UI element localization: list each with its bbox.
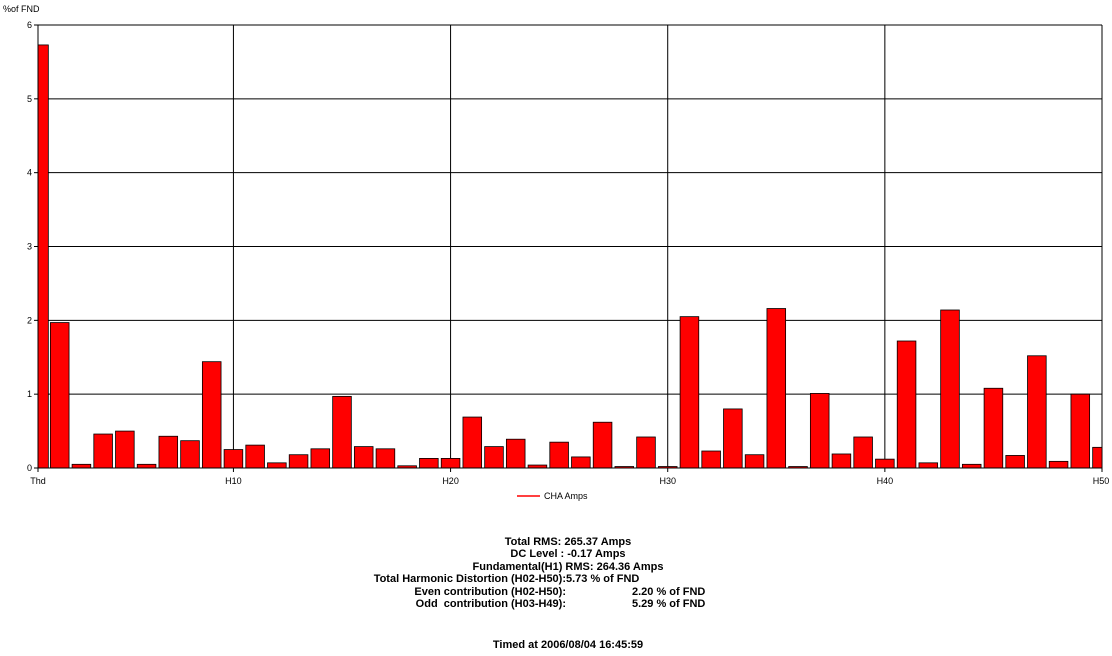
harmonics-chart: %of FND 0 1 2 3 4 5 6 Thd H10 H20 H30 H40 H50 CHA A… (3, 4, 1109, 501)
x-tick-label: H10 (225, 476, 242, 486)
bar-h45 (983, 387, 1004, 469)
bar-h50 (1092, 446, 1103, 469)
thd-row: Total Harmonic Distortion (H02-H50): 5.7… (0, 573, 1112, 585)
thd-value: 5.73 % of FND (566, 573, 640, 586)
y-tick-label: 1 (27, 389, 32, 399)
thd-label: Total Harmonic Distortion (H02-H50): (373, 573, 566, 586)
bar-h19 (419, 458, 439, 469)
y-tick-label: 3 (27, 242, 32, 252)
bar-h40 (875, 458, 895, 469)
bar-h25 (549, 441, 569, 469)
bar-h14 (310, 448, 331, 469)
bar-h43 (940, 309, 960, 469)
bar-h12 (267, 462, 287, 469)
legend: CHA Amps (517, 491, 588, 501)
legend-label: CHA Amps (544, 491, 588, 501)
bar-h44 (961, 463, 982, 469)
grid (38, 24, 1103, 468)
bar-h10 (223, 449, 244, 469)
bar-h04 (93, 433, 113, 469)
bar-h23 (505, 438, 526, 469)
bar-h49 (1070, 393, 1091, 469)
even-value: 2.20 % of FND (632, 585, 706, 598)
bar-h35 (766, 308, 787, 469)
bar-h37 (809, 393, 830, 469)
bar-thd (37, 44, 49, 469)
odd-row: Odd contribution (H03-H49): 5.29 % of FN… (0, 598, 1112, 610)
bar-h20 (440, 458, 461, 469)
y-tick-label: 6 (27, 20, 32, 30)
bar-h09 (201, 361, 222, 469)
bar-h42 (918, 462, 939, 469)
bar-h22 (484, 446, 504, 469)
bar-h16 (353, 446, 374, 469)
bar-h41 (896, 340, 917, 469)
x-tick-label: H40 (877, 476, 894, 486)
bar-h13 (288, 454, 309, 469)
even-row: Even contribution (H02-H50): 2.20 % of F… (0, 586, 1112, 598)
bar-h26 (571, 456, 591, 469)
y-tick-label: 5 (27, 94, 32, 104)
bar-h39 (853, 436, 873, 469)
x-ticks: Thd H10 H20 H30 H40 H50 (30, 468, 1109, 486)
bar-h17 (375, 448, 396, 469)
summary-block: Total RMS: 265.37 Amps DC Level : -0.17 … (0, 536, 1112, 610)
x-tick-label: H30 (659, 476, 676, 486)
timestamp: Timed at 2006/08/04 16:45:59 (492, 639, 644, 651)
bar-h38 (831, 453, 852, 469)
y-axis-label: %of FND (3, 4, 40, 14)
bar-h07 (158, 435, 179, 469)
bar-h48 (1048, 460, 1069, 469)
bar-h15 (332, 395, 352, 469)
y-tick-label: 2 (27, 315, 32, 325)
dc-level: DC Level : -0.17 Amps (510, 548, 626, 561)
bar-h34 (744, 454, 765, 469)
bar-h02 (49, 322, 70, 469)
bar-h03 (71, 463, 92, 469)
bar-h08 (180, 440, 200, 469)
bar-h31 (679, 316, 700, 469)
total-rms: Total RMS: 265.37 Amps (504, 536, 632, 548)
bar-h05 (115, 430, 135, 469)
x-tick-label: H50 (1093, 476, 1110, 486)
bar-h11 (245, 444, 265, 469)
even-label: Even contribution (H02-H50): (414, 585, 566, 598)
bar-h47 (1027, 355, 1047, 469)
bar-h33 (723, 408, 743, 469)
bar-h06 (136, 463, 157, 469)
bars (37, 44, 1103, 469)
odd-value: 5.29 % of FND (632, 598, 706, 611)
bar-h21 (462, 416, 483, 469)
fundamental-rms: Fundamental(H1) RMS: 264.36 Amps (472, 560, 664, 573)
x-tick-label: H20 (442, 476, 459, 486)
bar-h29 (636, 436, 656, 469)
y-tick-label: 0 (27, 463, 32, 473)
y-ticks: 0 1 2 3 4 5 6 (27, 20, 38, 473)
y-tick-label: 4 (27, 168, 32, 178)
odd-label: Odd contribution (H03-H49): (415, 598, 566, 611)
x-tick-label: Thd (30, 476, 46, 486)
bar-h27 (592, 421, 613, 469)
bar-h32 (701, 450, 721, 469)
bar-h46 (1005, 455, 1025, 469)
